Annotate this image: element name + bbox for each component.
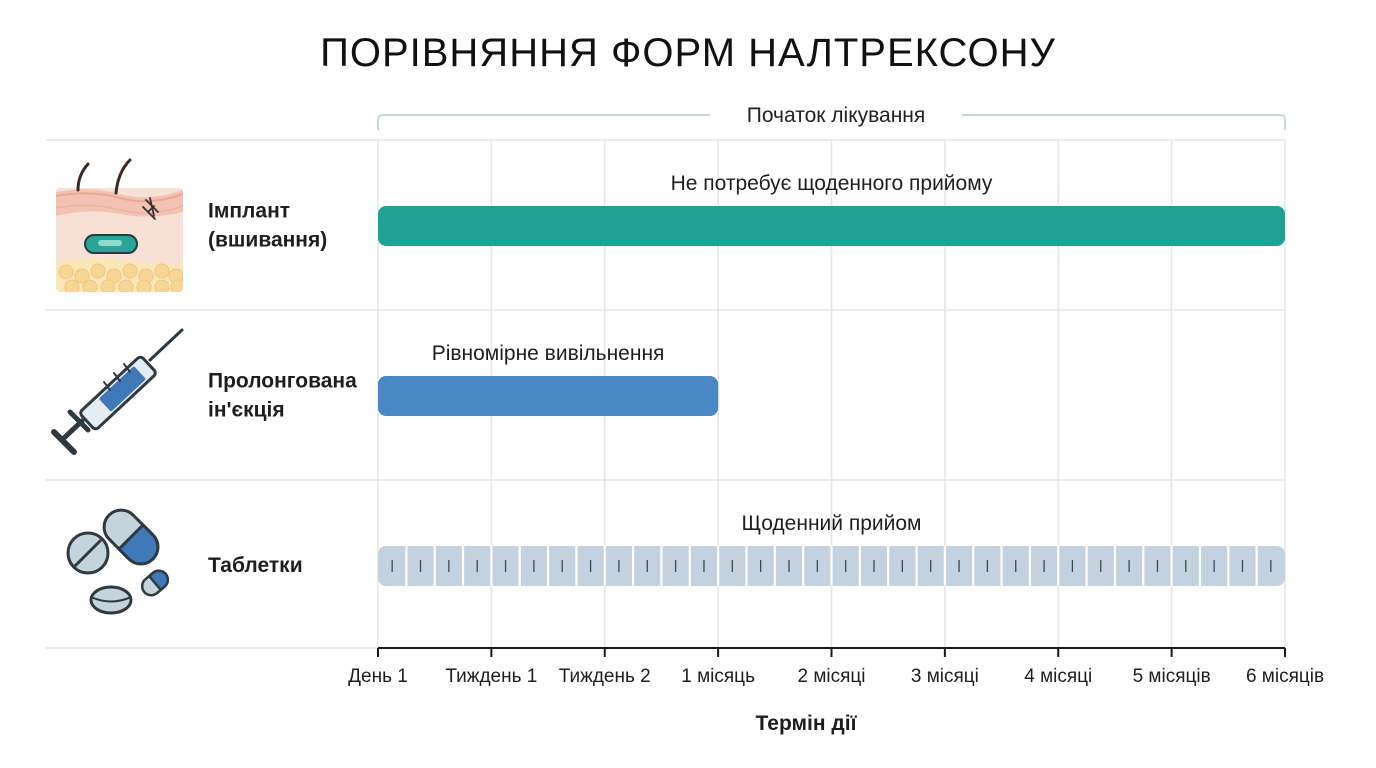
row-label-line: Пролонгована [208,370,357,393]
treatment-start-bracket: Початок лікування [377,104,1286,130]
row-label-line: ін'єкція [208,399,285,422]
row-label-line: (вшивання) [208,229,327,252]
daily-dose-bar [378,546,1285,586]
row-label-line: Таблетки [208,554,303,577]
row-label-line: Імплант [208,200,290,223]
x-tick-label: 2 місяці [797,666,865,687]
row-separators [46,139,1285,649]
x-axis-title: Термін дії [756,712,858,735]
x-tick-label: 5 місяців [1133,666,1211,687]
row-labels: Імплант (вшивання) Пролонгована ін'єкція Таб… [208,200,357,578]
x-tick-label: День 1 [348,666,408,687]
chart-title: ПОРІВНЯННЯ ФОРМ НАЛТРЕКСОНУ [320,31,1056,75]
row-label: Таблетки [208,554,303,577]
bracket-label: Початок лікування [747,104,926,127]
pills-icon [66,508,170,615]
implant-icon [56,158,183,292]
bar-label: Не потребує щоденного прийому [671,172,993,195]
bar [378,376,719,416]
bar [378,206,1285,246]
bar-label: Рівномірне вивільнення [432,342,665,365]
x-ticks: День 1 Тиждень 1 Тиждень 2 1 місяць 2 місяці… [348,648,1324,687]
bar-label: Щоденний прийом [742,512,922,535]
syringe-icon [51,328,184,455]
x-tick-label: Тиждень 2 [559,666,651,687]
x-tick-label: 3 місяці [911,666,979,687]
x-tick-label: 1 місяць [681,666,755,687]
bar-labels: Не потребує щоденного прийому Рівномірне … [432,172,993,535]
bars [378,206,1285,586]
x-axis: День 1 Тиждень 1 Тиждень 2 1 місяць 2 місяці… [348,647,1324,687]
row-label: Пролонгована ін'єкція [208,370,357,422]
x-tick-label: Тиждень 1 [445,666,537,687]
row-label: Імплант (вшивання) [208,200,327,252]
x-tick-label: 4 місяці [1024,666,1092,687]
x-tick-label: 6 місяців [1246,666,1324,687]
